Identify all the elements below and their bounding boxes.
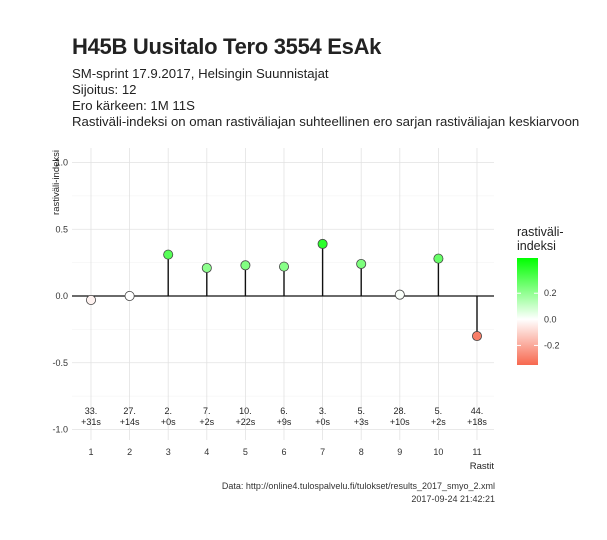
x-tick-label: 1 — [88, 447, 93, 457]
x-tick-label: 7 — [320, 447, 325, 457]
lollipop-point — [240, 260, 251, 271]
x-tick-label: 2 — [127, 447, 132, 457]
lollipop-point — [86, 295, 97, 306]
y-tick-label: 1.0 — [55, 158, 68, 168]
time-diff-label: +0s — [315, 417, 330, 427]
chart-subtitle-placement: Sijoitus: 12 — [72, 82, 137, 97]
rank-label: 6. — [280, 406, 288, 416]
time-diff-label: +31s — [81, 417, 101, 427]
legend-colorbar — [517, 258, 538, 365]
time-diff-label: +9s — [277, 417, 292, 427]
x-axis-title: Rastit — [470, 461, 495, 472]
legend-tick-label: 0.2 — [544, 288, 557, 298]
lollipop-point — [356, 258, 367, 269]
lollipop-point — [317, 238, 328, 249]
lollipop-point — [278, 261, 289, 272]
y-tick-label: -0.5 — [52, 358, 68, 368]
x-tick-label: 9 — [397, 447, 402, 457]
lollipop-point — [433, 253, 444, 264]
time-diff-label: +0s — [161, 417, 176, 427]
timestamp-caption: 2017-09-24 21:42:21 — [411, 494, 495, 504]
lollipop-point — [471, 331, 482, 342]
time-diff-label: +22s — [236, 417, 256, 427]
x-tick-label: 8 — [359, 447, 364, 457]
x-tick-label: 6 — [281, 447, 286, 457]
time-diff-label: +2s — [431, 417, 446, 427]
rank-label: 5. — [357, 406, 365, 416]
time-diff-label: +18s — [467, 417, 487, 427]
rank-label: 27. — [123, 406, 136, 416]
rank-label: 10. — [239, 406, 252, 416]
x-tick-label: 5 — [243, 447, 248, 457]
rank-label: 33. — [85, 406, 98, 416]
legend-title: indeksi — [517, 239, 556, 253]
chart-subtitle-description: Rastiväli-indeksi on oman rastiväliajan … — [72, 114, 580, 129]
rank-label: 3. — [319, 406, 327, 416]
rank-label: 7. — [203, 406, 211, 416]
legend-tick-label: 0.0 — [544, 314, 557, 324]
rank-label: 44. — [471, 406, 484, 416]
lollipop-point — [163, 249, 174, 260]
time-diff-label: +14s — [120, 417, 140, 427]
time-diff-label: +2s — [199, 417, 214, 427]
lollipop-point — [124, 290, 135, 301]
chart-subtitle-event: SM-sprint 17.9.2017, Helsingin Suunnista… — [72, 66, 329, 81]
rank-label: 5. — [435, 406, 443, 416]
rank-label: 28. — [394, 406, 407, 416]
y-axis-title: rastiväli-indeksi — [51, 150, 62, 215]
legend-title: rastiväli- — [517, 225, 564, 239]
legend-tick-label: -0.2 — [544, 340, 560, 350]
lollipop-point — [394, 289, 405, 300]
y-tick-label: 0.5 — [55, 224, 68, 234]
x-tick-label: 3 — [166, 447, 171, 457]
data-source-caption: Data: http://online4.tulospalvelu.fi/tul… — [221, 481, 495, 491]
x-tick-label: 11 — [472, 447, 481, 457]
chart-subtitle-gap: Ero kärkeen: 1M 11S — [72, 98, 195, 113]
y-tick-label: -1.0 — [52, 425, 68, 435]
lollipop-point — [201, 262, 212, 273]
x-tick-label: 10 — [433, 447, 443, 457]
x-tick-label: 4 — [204, 447, 209, 457]
plot-panel — [72, 148, 494, 440]
rank-label: 2. — [164, 406, 172, 416]
y-tick-label: 0.0 — [55, 291, 68, 301]
time-diff-label: +3s — [354, 417, 369, 427]
chart-title: H45B Uusitalo Tero 3554 EsAk — [72, 34, 382, 59]
time-diff-label: +10s — [390, 417, 410, 427]
